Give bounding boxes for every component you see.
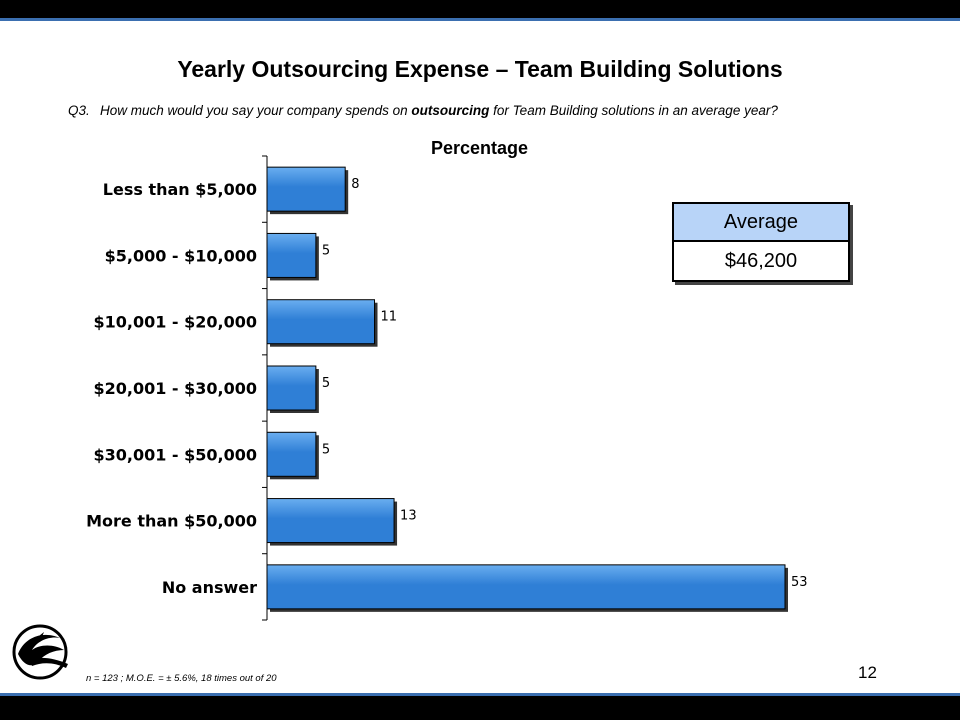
question-text-start: How much would you say your company spen…	[100, 103, 412, 118]
sample-size-footnote: n = 123 ; M.O.E. = ± 5.6%, 18 times out …	[86, 673, 277, 684]
company-logo	[12, 624, 68, 680]
average-value: $46,200	[724, 249, 798, 272]
data-label: 13	[400, 509, 417, 524]
bar-2	[266, 232, 317, 278]
question-number: Q3.	[68, 103, 90, 118]
data-label: 5	[322, 243, 330, 258]
average-box: Average $46,200	[672, 202, 850, 282]
category-label: Less than $5,000	[103, 180, 257, 199]
average-label: Average	[674, 204, 848, 242]
question-text: How much would you say your company spen…	[100, 102, 868, 120]
bar-3	[266, 299, 376, 345]
top-blue-rule	[0, 18, 960, 21]
category-label: $10,001 - $20,000	[93, 313, 257, 332]
slide-title: Yearly Outsourcing Expense – Team Buildi…	[177, 56, 783, 82]
bottom-black-band	[0, 696, 960, 720]
data-label: 5	[322, 376, 330, 391]
category-label: More than $50,000	[86, 512, 257, 531]
category-label: $20,001 - $30,000	[93, 379, 257, 398]
bar-6	[266, 498, 395, 544]
category-label: $30,001 - $50,000	[93, 445, 257, 464]
data-label: 11	[381, 310, 398, 325]
data-label: 53	[791, 575, 808, 590]
chart-title: Percentage	[431, 138, 529, 158]
bottom-blue-rule	[0, 693, 960, 696]
bar-7	[266, 564, 786, 610]
data-label: 8	[351, 177, 359, 192]
page-number: 12	[858, 663, 877, 682]
bar-1	[266, 166, 346, 212]
data-label: 5	[322, 442, 330, 457]
category-label: $5,000 - $10,000	[105, 246, 257, 265]
survey-question: Q3. How much would you say your company …	[68, 102, 868, 120]
bar-4	[266, 365, 317, 411]
question-text-bold: outsourcing	[411, 103, 490, 118]
bar-5	[266, 431, 317, 477]
category-label: No answer	[162, 578, 257, 597]
top-black-band	[0, 0, 960, 18]
question-text-end: for Team Building solutions in an averag…	[489, 103, 778, 118]
